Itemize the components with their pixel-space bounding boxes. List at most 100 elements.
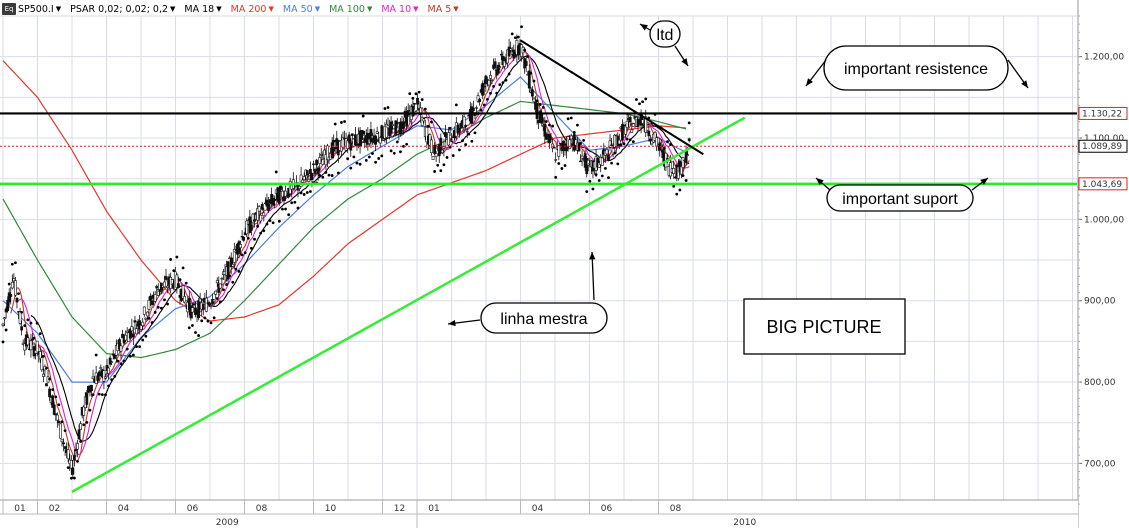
psar-dot bbox=[302, 193, 306, 196]
ltd-trendline[interactable] bbox=[519, 39, 704, 156]
annotations[interactable]: ltd important resistence important suport l… bbox=[447, 20, 1029, 355]
candle-body bbox=[85, 392, 89, 405]
psar-dot bbox=[178, 278, 182, 282]
psar-dot bbox=[414, 92, 418, 96]
candle-body bbox=[552, 147, 556, 149]
candle-body bbox=[45, 383, 48, 387]
candle-body bbox=[158, 289, 162, 292]
drawn-lines[interactable] bbox=[0, 39, 1077, 493]
eq-icon: Eq bbox=[2, 3, 16, 15]
candle-body bbox=[621, 124, 624, 141]
candle-body bbox=[433, 144, 436, 154]
psar-dot bbox=[520, 25, 523, 29]
indicator-ma200[interactable]: MA 200 ▼ bbox=[231, 4, 274, 15]
indicator-ma10[interactable]: MA 10 ▼ bbox=[381, 4, 418, 15]
psar-dot bbox=[355, 161, 359, 165]
candle-body bbox=[265, 199, 269, 207]
psar-dot bbox=[408, 92, 412, 96]
master-trendline[interactable] bbox=[71, 116, 746, 493]
indicator-psar[interactable]: PSAR 0,02; 0,02; 0,2 ▼ bbox=[70, 4, 175, 15]
indicator-ma5[interactable]: MA 5 ▼ bbox=[428, 4, 459, 15]
psar-dot bbox=[405, 142, 409, 146]
psar-dot bbox=[290, 201, 294, 205]
master-line-label[interactable]: linha mestra bbox=[480, 302, 608, 334]
candle-body bbox=[1, 323, 5, 326]
psar-dot bbox=[156, 305, 160, 309]
psar-dot bbox=[386, 106, 390, 109]
candle-body bbox=[163, 281, 166, 288]
candle-body bbox=[557, 145, 561, 157]
candle-body bbox=[191, 307, 194, 313]
psar-dot bbox=[35, 321, 39, 325]
candle-body bbox=[121, 333, 124, 339]
psar-dot bbox=[644, 97, 648, 101]
candle-body bbox=[212, 299, 216, 302]
candle-body bbox=[565, 143, 568, 152]
psar-dot bbox=[206, 319, 210, 323]
psar-dot bbox=[218, 300, 222, 304]
psar-dot bbox=[194, 331, 197, 334]
psar-dot bbox=[271, 221, 275, 225]
big-picture-text: BIG PICTURE bbox=[766, 317, 881, 337]
psar-dot bbox=[681, 174, 685, 177]
support-label-outline bbox=[826, 184, 974, 212]
candle-body bbox=[574, 139, 578, 146]
candle-body bbox=[38, 351, 42, 360]
psar-dot bbox=[287, 213, 291, 217]
psar-dot bbox=[619, 143, 623, 147]
psar-dot bbox=[529, 71, 533, 75]
candle-body bbox=[177, 283, 180, 289]
candle-body bbox=[315, 159, 319, 166]
candle-body bbox=[57, 420, 61, 423]
candle-body bbox=[251, 213, 255, 224]
psar-dot bbox=[371, 152, 374, 155]
candle-body bbox=[242, 237, 246, 241]
candle-body bbox=[232, 249, 236, 263]
psar-dot bbox=[687, 121, 691, 125]
psar-dot bbox=[641, 100, 645, 104]
candle-body bbox=[277, 189, 281, 204]
psar-dot bbox=[100, 393, 104, 397]
symbol-selector[interactable]: Eq SP500.I ▼ bbox=[2, 3, 61, 15]
candle-body bbox=[402, 121, 405, 129]
candle-body bbox=[568, 139, 572, 150]
candle-body bbox=[385, 123, 388, 138]
big-picture-box[interactable]: BIG PICTURE bbox=[743, 298, 906, 355]
psar-dot bbox=[507, 72, 511, 76]
candle-body bbox=[580, 155, 584, 160]
candle-body bbox=[673, 176, 677, 179]
support-label[interactable]: important suport bbox=[826, 184, 974, 212]
candle-body bbox=[434, 153, 438, 157]
candle-body bbox=[77, 429, 81, 440]
candle-body bbox=[6, 300, 10, 312]
psar-dot bbox=[57, 403, 61, 407]
indicator-ma100[interactable]: MA 100 ▼ bbox=[329, 4, 372, 15]
candle-body bbox=[257, 206, 261, 212]
indicator-ma100-label: MA 100 bbox=[329, 3, 365, 15]
ltd-label[interactable]: ltd bbox=[649, 20, 681, 48]
candle-body bbox=[628, 116, 632, 123]
ltd-label-text: ltd bbox=[657, 27, 674, 44]
candle-body bbox=[273, 198, 277, 201]
candle-body bbox=[282, 196, 286, 202]
indicator-ma18[interactable]: MA 18 ▼ bbox=[184, 4, 221, 15]
support-label-text: important suport bbox=[842, 191, 958, 208]
candle-body bbox=[187, 298, 191, 311]
month-label: 04 bbox=[532, 504, 544, 514]
psar-dot bbox=[336, 171, 340, 175]
candle-body bbox=[124, 334, 128, 341]
psar-dot bbox=[209, 321, 213, 325]
candle-body bbox=[218, 283, 222, 289]
indicator-ma50[interactable]: MA 50 ▼ bbox=[283, 4, 320, 15]
candle-body bbox=[150, 300, 154, 305]
resistance-label[interactable]: important resistence bbox=[823, 45, 1009, 91]
price-tick-label: 800,00 bbox=[1084, 378, 1116, 388]
psar-dot bbox=[181, 266, 185, 270]
support-arrow-left-head bbox=[816, 178, 824, 186]
psar-dot bbox=[532, 79, 536, 83]
candle-body bbox=[607, 154, 610, 161]
candle-body bbox=[164, 276, 168, 280]
psar-dot bbox=[135, 345, 138, 348]
psar-dot bbox=[132, 353, 135, 357]
